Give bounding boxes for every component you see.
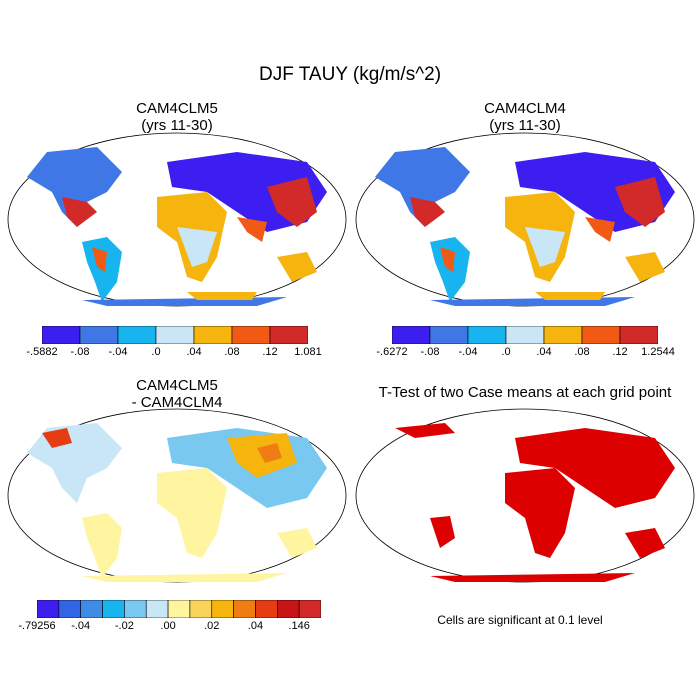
colorbar-difference: -.79256 -.04 -.02 .00 .02 .04 .146 xyxy=(18,599,322,632)
colorbar-tick-label: -.08 xyxy=(420,346,440,358)
colorbar-labels: -.79256 -.04 -.02 .00 .02 .04 .146 xyxy=(18,620,321,634)
panel-title-cam4clm5: CAM4CLM5 (yrs 11-30) xyxy=(7,100,347,134)
colorbar-tick-label: -.04 xyxy=(108,346,128,358)
colorbar-tick-label: .12 xyxy=(262,346,278,358)
colorbar-swatch xyxy=(58,599,81,619)
colorbar-tick-label: .04 xyxy=(536,346,552,358)
colorbar-tick-label: .08 xyxy=(574,346,590,358)
colorbar-swatch xyxy=(211,599,234,619)
colorbar-swatch xyxy=(298,599,322,619)
colorbar-swatch xyxy=(233,599,256,619)
colorbar-tick-label: -.04 xyxy=(458,346,478,358)
colorbar-tick-label: -.08 xyxy=(70,346,90,358)
colorbar-swatch xyxy=(467,325,507,345)
colorbar-tick-label: 1.2544 xyxy=(641,346,675,358)
panel-title-line1: T-Test of two Case means at each grid po… xyxy=(378,384,672,401)
significance-note: Cells are significant at 0.1 level xyxy=(437,613,603,627)
figure-title: DJF TAUY (kg/m/s^2) xyxy=(258,64,442,85)
colorbar-tick-label: -.79256 xyxy=(18,620,56,632)
map-cam4clm4 xyxy=(355,132,695,307)
colorbar-swatch xyxy=(41,325,81,345)
colorbar-tick-label: -.6272 xyxy=(376,346,408,358)
colorbar-swatch xyxy=(255,599,278,619)
colorbar-tick-label: .04 xyxy=(186,346,202,358)
colorbar-tick-label: .0 xyxy=(501,346,511,358)
colorbar-cam4clm4: -.6272 -.08 -.04 .0 .04 .08 .12 1.2544 xyxy=(376,325,675,358)
colorbar-swatch xyxy=(124,599,147,619)
colorbar-swatch xyxy=(277,599,300,619)
colorbar-swatch xyxy=(193,325,233,345)
colorbar-tick-label: .146 xyxy=(288,620,310,632)
panel-title-line2: (yrs 11-30) xyxy=(141,117,213,134)
colorbar-swatches xyxy=(41,325,309,345)
panel-title-cam4clm4: CAM4CLM4 (yrs 11-30) xyxy=(355,100,695,134)
colorbar-swatches xyxy=(391,325,659,345)
colorbar-labels: -.5882 -.08 -.04 .0 .04 .08 .12 1.081 xyxy=(26,346,321,360)
colorbar-swatch xyxy=(102,599,125,619)
colorbar-tick-label: .00 xyxy=(160,620,176,632)
map-cam4clm5 xyxy=(7,132,347,307)
colorbar-tick-label: .08 xyxy=(224,346,240,358)
panel-title-line1: CAM4CLM5 xyxy=(136,100,218,117)
colorbar-swatch xyxy=(543,325,583,345)
colorbar-tick-label: 1.081 xyxy=(294,346,322,358)
colorbar-swatch xyxy=(155,325,195,345)
colorbar-swatches xyxy=(36,599,322,619)
colorbar-tick-label: -.04 xyxy=(71,620,91,632)
colorbar-swatch xyxy=(269,325,309,345)
colorbar-swatch xyxy=(619,325,659,345)
panel-title-ttest: T-Test of two Case means at each grid po… xyxy=(355,384,695,401)
colorbar-swatch xyxy=(167,599,191,619)
colorbar-swatch xyxy=(231,325,271,345)
colorbar-swatch xyxy=(145,599,169,619)
colorbar-swatch xyxy=(581,325,621,345)
colorbar-labels: -.6272 -.08 -.04 .0 .04 .08 .12 1.2544 xyxy=(376,346,674,360)
colorbar-tick-label: -.5882 xyxy=(26,346,58,358)
colorbar-swatch xyxy=(117,325,157,345)
colorbar-swatch xyxy=(80,599,103,619)
colorbar-swatch xyxy=(79,325,119,345)
colorbar-tick-label: .04 xyxy=(247,620,264,632)
colorbar-tick-label: -.02 xyxy=(114,620,134,632)
colorbar-swatch xyxy=(429,325,469,345)
panel-title-line2: - CAM4CLM4 xyxy=(131,394,223,411)
panel-title-difference: CAM4CLM5 - CAM4CLM4 xyxy=(7,377,347,411)
colorbar-swatch xyxy=(36,599,60,619)
panel-title-line1: CAM4CLM4 xyxy=(484,100,566,117)
colorbar-tick-label: .0 xyxy=(151,346,161,358)
map-ttest xyxy=(355,408,695,583)
colorbar-cam4clm5: -.5882 -.08 -.04 .0 .04 .08 .12 1.081 xyxy=(26,325,322,358)
colorbar-tick-label: .12 xyxy=(612,346,628,358)
colorbar-swatch xyxy=(391,325,431,345)
colorbar-tick-label: .02 xyxy=(204,620,220,632)
colorbar-swatch xyxy=(505,325,545,345)
map-difference xyxy=(7,408,347,583)
panel-title-line2: (yrs 11-30) xyxy=(489,117,561,134)
colorbar-swatch xyxy=(189,599,213,619)
panel-title-line1: CAM4CLM5 xyxy=(136,377,218,394)
